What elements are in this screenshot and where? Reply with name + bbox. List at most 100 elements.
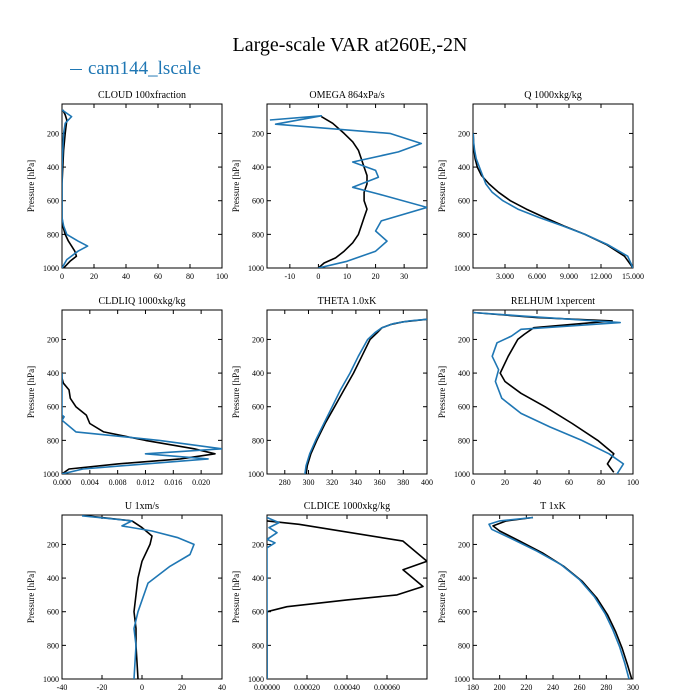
y-tick-label: 800 bbox=[458, 436, 470, 445]
panel-title: THETA 1.0xK bbox=[318, 296, 377, 307]
y-axis-label: Pressure [hPa] bbox=[437, 366, 447, 418]
series-cam144-line bbox=[473, 311, 625, 474]
panel-title: OMEGA 864xPa/s bbox=[309, 90, 384, 101]
y-tick-label: 1000 bbox=[454, 675, 470, 684]
series-black-line bbox=[62, 373, 216, 474]
x-tick-label: 80 bbox=[597, 478, 605, 487]
y-tick-label: 600 bbox=[47, 197, 59, 206]
y-tick-label: 400 bbox=[252, 574, 264, 583]
y-axis-label: Pressure [hPa] bbox=[26, 366, 36, 418]
y-axis-label: Pressure [hPa] bbox=[437, 160, 447, 212]
y-tick-label: 600 bbox=[458, 197, 470, 206]
panel-frame bbox=[61, 514, 223, 680]
y-tick-label: 400 bbox=[458, 369, 470, 378]
y-tick-label: 400 bbox=[47, 574, 59, 583]
x-tick-label: 40 bbox=[218, 683, 226, 692]
x-tick-label: 180 bbox=[467, 683, 479, 692]
y-tick-label: 400 bbox=[458, 574, 470, 583]
x-tick-label: 0.00020 bbox=[294, 683, 320, 692]
legend-label: cam144_lscale bbox=[88, 58, 201, 79]
y-tick-label: 400 bbox=[47, 163, 59, 172]
y-tick-label: 400 bbox=[252, 369, 264, 378]
x-tick-label: 380 bbox=[397, 478, 409, 487]
series-black-line bbox=[473, 311, 615, 473]
y-tick-label: 400 bbox=[458, 163, 470, 172]
x-tick-label: 9.000 bbox=[560, 272, 578, 281]
y-tick-label: 1000 bbox=[248, 470, 264, 479]
x-tick-label: 280 bbox=[279, 478, 291, 487]
x-tick-label: 340 bbox=[350, 478, 362, 487]
x-tick-label: 0 bbox=[316, 272, 320, 281]
x-tick-label: 0.012 bbox=[136, 478, 154, 487]
panel-7: CLDICE 1000xkg/kg 200 400 600 800 1000 Pressur… bbox=[231, 501, 428, 692]
x-tick-label: 20 bbox=[372, 272, 380, 281]
panel-frame bbox=[472, 103, 634, 269]
x-tick-label: 0 bbox=[140, 683, 144, 692]
y-tick-label: 800 bbox=[252, 641, 264, 650]
x-tick-label: 0.008 bbox=[109, 478, 127, 487]
x-tick-label: 300 bbox=[302, 478, 314, 487]
x-tick-label: 0.00060 bbox=[374, 683, 400, 692]
x-tick-label: 15.000 bbox=[622, 272, 644, 281]
y-tick-label: 200 bbox=[458, 335, 470, 344]
y-tick-label: 200 bbox=[47, 335, 59, 344]
x-tick-label: 10 bbox=[343, 272, 351, 281]
x-tick-label: 12.000 bbox=[590, 272, 612, 281]
panel-title: RELHUM 1xpercent bbox=[511, 296, 595, 307]
y-axis-label: Pressure [hPa] bbox=[437, 571, 447, 623]
series-black-line bbox=[317, 115, 368, 268]
y-tick-label: 600 bbox=[252, 403, 264, 412]
x-tick-label: -40 bbox=[57, 683, 68, 692]
y-tick-label: 1000 bbox=[454, 264, 470, 273]
series-cam144-line bbox=[304, 318, 427, 474]
y-tick-label: 1000 bbox=[248, 675, 264, 684]
x-tick-label: 0.00000 bbox=[254, 683, 280, 692]
y-tick-label: 800 bbox=[458, 230, 470, 239]
y-axis-label: Pressure [hPa] bbox=[231, 160, 241, 212]
panel-8: T 1xK 200 400 600 800 1000 Pressure [hPa] 180 20… bbox=[437, 501, 639, 692]
y-axis-label: Pressure [hPa] bbox=[26, 160, 36, 212]
x-tick-label: 300 bbox=[627, 683, 639, 692]
x-tick-label: 360 bbox=[374, 478, 386, 487]
series-black-line bbox=[85, 515, 153, 679]
x-tick-label: 200 bbox=[494, 683, 506, 692]
legend-swatch bbox=[70, 68, 82, 70]
x-tick-label: 280 bbox=[600, 683, 612, 692]
panel-frame bbox=[266, 514, 428, 680]
y-tick-label: 1000 bbox=[454, 470, 470, 479]
x-tick-label: 30 bbox=[400, 272, 408, 281]
panel-frame bbox=[266, 309, 428, 475]
x-tick-label: 6.000 bbox=[528, 272, 546, 281]
x-tick-label: 3.000 bbox=[496, 272, 514, 281]
y-tick-label: 800 bbox=[252, 436, 264, 445]
y-tick-label: 200 bbox=[252, 540, 264, 549]
y-tick-label: 400 bbox=[252, 163, 264, 172]
x-tick-label: 40 bbox=[533, 478, 541, 487]
legend: cam144_lscale bbox=[70, 58, 201, 80]
y-axis-label: Pressure [hPa] bbox=[231, 366, 241, 418]
y-tick-label: 1000 bbox=[248, 264, 264, 273]
series-black-line bbox=[473, 133, 633, 268]
y-tick-label: 200 bbox=[47, 540, 59, 549]
y-tick-label: 200 bbox=[458, 540, 470, 549]
panel-frame bbox=[61, 103, 223, 269]
y-tick-label: 800 bbox=[252, 230, 264, 239]
panel-5: RELHUM 1xpercent2004006008001000Pressure… bbox=[437, 296, 639, 487]
panel-0: CLOUD 100xfraction2004006008001000Pressu… bbox=[26, 90, 228, 281]
y-tick-label: 1000 bbox=[43, 675, 59, 684]
x-tick-label: 0.000 bbox=[53, 478, 71, 487]
x-tick-label: 40 bbox=[122, 272, 130, 281]
y-tick-label: 400 bbox=[47, 369, 59, 378]
x-tick-label: 0 bbox=[60, 272, 64, 281]
y-tick-label: 200 bbox=[252, 335, 264, 344]
x-tick-label: 0 bbox=[471, 478, 475, 487]
y-tick-label: 600 bbox=[252, 197, 264, 206]
x-tick-label: 320 bbox=[326, 478, 338, 487]
x-tick-label: 260 bbox=[574, 683, 586, 692]
series-cam144-line bbox=[62, 109, 89, 268]
series-cam144-line bbox=[488, 516, 630, 679]
x-tick-label: 20 bbox=[90, 272, 98, 281]
panel-title: U 1xm/s bbox=[125, 501, 159, 512]
x-tick-label: 60 bbox=[154, 272, 162, 281]
